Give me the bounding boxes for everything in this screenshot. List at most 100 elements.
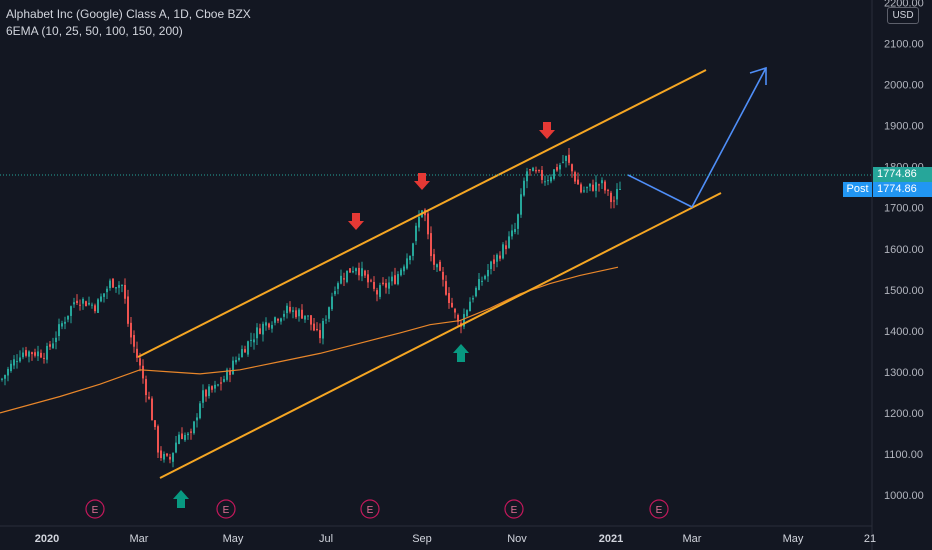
earnings-marker-label: E	[511, 505, 518, 516]
earnings-marker[interactable]	[360, 499, 380, 519]
candle-body	[61, 323, 63, 327]
candle-body	[157, 426, 159, 453]
earnings-marker-label: E	[223, 505, 230, 516]
candle-body	[268, 323, 270, 328]
indicator-label[interactable]: 6EMA (10, 25, 50, 100, 150, 200)	[6, 24, 183, 38]
candle-body	[418, 217, 420, 228]
earnings-marker[interactable]	[216, 499, 236, 519]
candle-body	[613, 200, 615, 202]
candle-body	[112, 278, 114, 288]
time-axis-labels: 2020 Mar May Jul Sep Nov 2021 Mar May 21	[35, 533, 876, 545]
candle-body	[475, 287, 477, 297]
symbol-title[interactable]: Alphabet Inc (Google) Class A, 1D, Cboe …	[6, 7, 251, 21]
candle-body	[28, 351, 30, 357]
candle-body	[601, 180, 603, 184]
candle-body	[121, 285, 123, 287]
candle-body	[550, 177, 552, 182]
candle-body	[406, 258, 408, 269]
candle-body	[523, 180, 525, 196]
candle-body	[118, 285, 120, 288]
projection-path[interactable]	[627, 67, 767, 209]
candlestick-series	[1, 148, 621, 468]
price-tick-label: 1300.00	[884, 367, 924, 379]
candle-body	[559, 164, 561, 170]
candle-body	[478, 279, 480, 290]
candle-body	[313, 323, 315, 331]
candle-body	[49, 344, 51, 347]
candle-body	[352, 271, 354, 273]
candle-body	[64, 321, 66, 324]
candle-body	[253, 339, 255, 343]
candle-body	[580, 184, 582, 193]
candle-body	[115, 287, 117, 289]
candle-body	[481, 280, 483, 282]
candle-body	[139, 358, 141, 366]
candle-body	[499, 255, 501, 259]
chart-legend: Alphabet Inc (Google) Class A, 1D, Cboe …	[6, 6, 251, 40]
buy-arrow-icon	[453, 344, 469, 362]
candle-body	[517, 214, 519, 229]
candle-body	[283, 313, 285, 317]
candle-body	[190, 431, 192, 433]
candle-body	[505, 245, 507, 250]
candle-body	[451, 302, 453, 308]
channel-lower-line[interactable]	[159, 192, 722, 479]
candle-body	[4, 375, 6, 379]
earnings-marker-label: E	[367, 505, 374, 516]
candle-body	[541, 169, 543, 180]
earnings-marker[interactable]	[85, 499, 105, 519]
earnings-marker[interactable]	[649, 499, 669, 519]
candle-body	[556, 167, 558, 171]
price-tick-label: 1400.00	[884, 326, 924, 338]
candle-body	[520, 194, 522, 215]
candle-body	[25, 350, 27, 356]
candle-body	[13, 359, 15, 366]
candle-body	[574, 172, 576, 182]
candle-body	[325, 319, 327, 321]
candle-body	[91, 304, 93, 306]
price-tick-label: 1200.00	[884, 408, 924, 420]
candle-body	[199, 403, 201, 419]
currency-button[interactable]: USD	[887, 7, 919, 24]
candle-body	[88, 302, 90, 305]
candle-body	[307, 315, 309, 317]
candle-body	[19, 357, 21, 362]
candle-body	[7, 368, 9, 376]
candle-body	[178, 434, 180, 444]
channel-upper-line[interactable]	[137, 69, 707, 358]
candle-body	[316, 328, 318, 330]
candle-body	[79, 304, 81, 306]
candle-body	[607, 189, 609, 191]
candle-body	[568, 154, 570, 163]
candle-body	[526, 171, 528, 182]
last-price-tag: 1774.86	[873, 167, 932, 182]
candle-body	[583, 190, 585, 192]
candle-body	[241, 349, 243, 358]
candle-body	[274, 317, 276, 323]
time-tick-label: Jul	[319, 533, 333, 545]
candle-body	[235, 360, 237, 363]
candle-body	[529, 169, 531, 171]
price-tick-label: 2000.00	[884, 80, 924, 92]
price-tick-label: 1100.00	[884, 449, 923, 461]
candle-body	[427, 213, 429, 235]
candle-body	[385, 283, 387, 288]
earnings-marker[interactable]	[504, 499, 524, 519]
candle-body	[103, 293, 105, 297]
candle-body	[547, 180, 549, 182]
candle-body	[319, 330, 321, 339]
candle-body	[361, 268, 363, 277]
candle-body	[367, 274, 369, 283]
time-tick-label: Mar	[130, 533, 149, 545]
candle-body	[619, 188, 621, 190]
candle-body	[391, 276, 393, 282]
candle-body	[229, 370, 231, 375]
candle-body	[67, 315, 69, 320]
candle-body	[160, 450, 162, 458]
candle-body	[223, 379, 225, 382]
candle-body	[217, 384, 219, 386]
candle-body	[388, 282, 390, 289]
candle-body	[409, 255, 411, 261]
